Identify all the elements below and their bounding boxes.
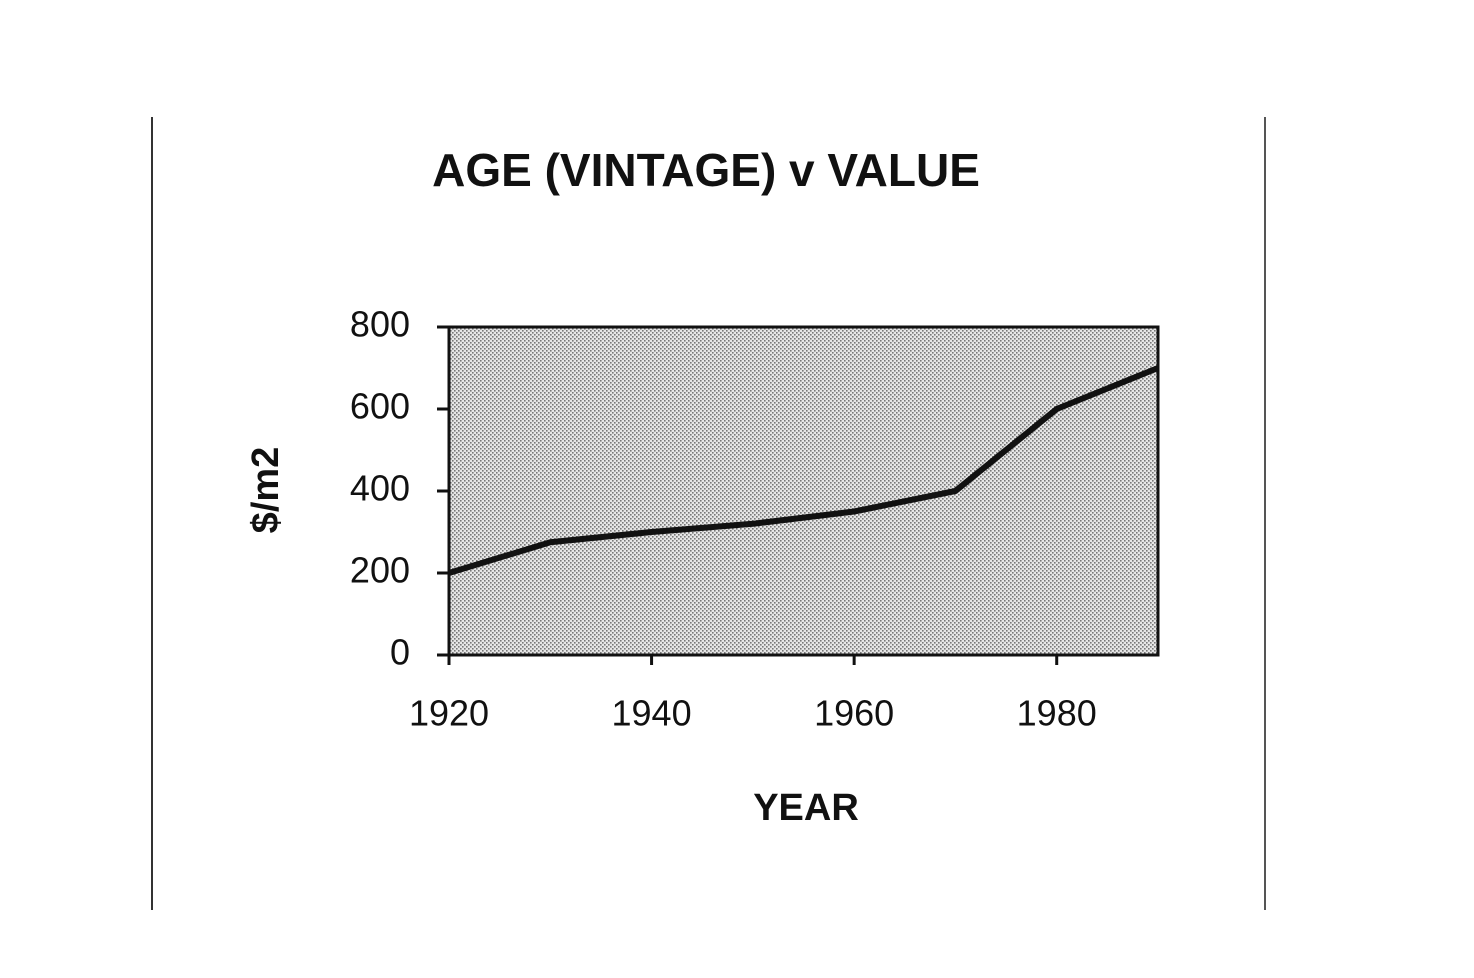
plot-area: [447, 325, 1160, 657]
y-axis-label: $/m2: [245, 447, 287, 534]
data-line: [448, 365, 1160, 576]
x-tick-label: 1940: [612, 693, 692, 734]
chart-title: AGE (VINTAGE) v VALUE: [432, 144, 980, 196]
y-tick-label: 0: [390, 632, 410, 673]
x-tick-label: 1980: [1017, 693, 1097, 734]
y-tick-label: 600: [350, 386, 410, 427]
x-axis-label: YEAR: [753, 787, 859, 829]
y-tick-label: 200: [350, 550, 410, 591]
y-tick-label: 800: [350, 304, 410, 345]
x-tick-label: 1920: [409, 693, 489, 734]
x-tick-label: 1960: [814, 693, 894, 734]
y-tick-label: 400: [350, 468, 410, 509]
